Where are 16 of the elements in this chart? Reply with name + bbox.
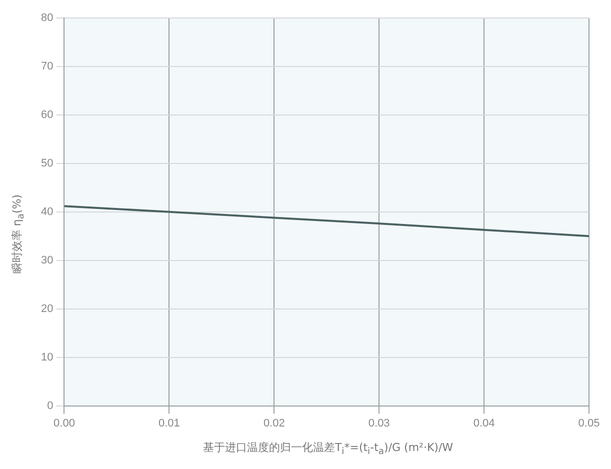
y-tick-label: 0 <box>47 400 54 412</box>
x-tick-label: 0.05 <box>578 417 600 430</box>
x-tick-label: 0.03 <box>368 417 390 430</box>
x-tick-label: 0.00 <box>54 417 75 430</box>
y-tick-label: 40 <box>40 206 54 218</box>
x-tick-label: 0.01 <box>158 417 180 430</box>
x-axis-title: 基于进口温度的归一化温差T$_{i}$*=(t$_{i}$-t$_{a}$)/G (m²·K)/W <box>202 440 454 457</box>
x-tick-label: 0.02 <box>263 417 285 430</box>
y-tick-label: 60 <box>40 108 54 121</box>
x-tick-label: 0.04 <box>473 417 495 430</box>
y-tick-label: 10 <box>40 351 54 364</box>
y-tick-label: 20 <box>40 302 54 315</box>
y-tick-label: 50 <box>40 157 54 170</box>
y-tick-label: 30 <box>40 254 54 266</box>
y-tick-label: 80 <box>40 12 54 24</box>
y-tick-label: 70 <box>40 60 54 73</box>
